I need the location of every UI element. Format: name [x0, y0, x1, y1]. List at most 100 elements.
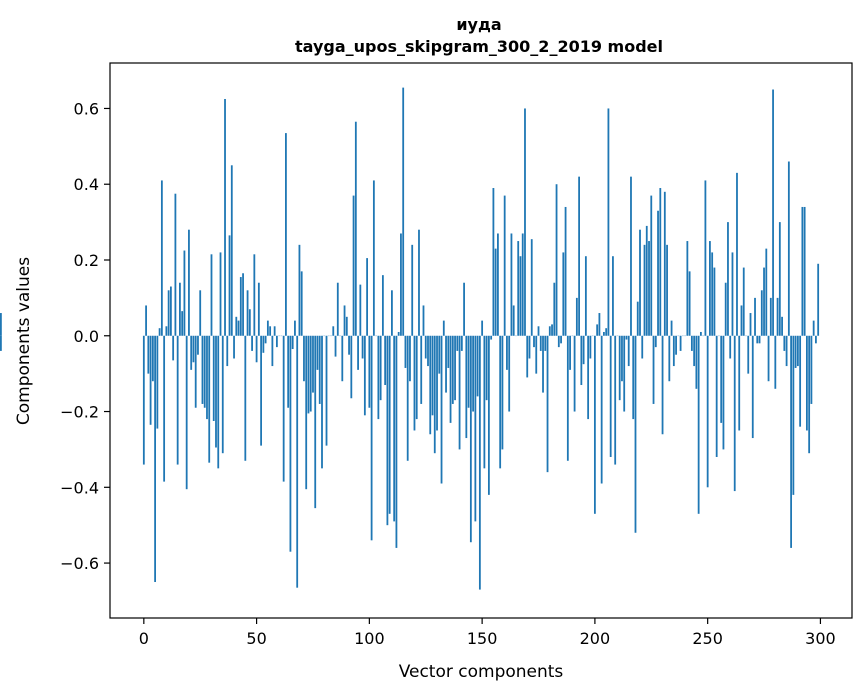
- bar-117: [406, 335, 409, 461]
- bar-233: [668, 335, 671, 382]
- bar-123: [420, 335, 423, 404]
- x-tick-label: 150: [467, 629, 498, 648]
- y-tick-label: −0.2: [60, 403, 99, 422]
- bar-116: [404, 335, 407, 368]
- bar-undefined: [0, 335, 2, 351]
- bar-127: [429, 335, 432, 435]
- bar-113: [397, 331, 400, 336]
- bar-161: [506, 335, 508, 370]
- bar-227: [654, 335, 657, 348]
- bar-89: [343, 305, 346, 336]
- bar-138: [454, 335, 456, 401]
- bar-145: [469, 335, 472, 543]
- bar-282: [778, 222, 781, 336]
- bar-297: [812, 320, 815, 336]
- bar-295: [808, 335, 811, 454]
- bar-36: [224, 98, 226, 336]
- bar-51: [257, 282, 260, 336]
- bar-130: [436, 335, 438, 431]
- bar-1: [145, 305, 147, 336]
- y-tick-label: 0.0: [74, 327, 99, 346]
- bar-220: [639, 229, 641, 336]
- bar-253: [713, 267, 716, 336]
- bar-45: [244, 335, 247, 461]
- bar-119: [411, 244, 414, 336]
- bar-90: [345, 316, 348, 336]
- bar-291: [799, 335, 802, 427]
- bar-196: [584, 256, 587, 336]
- x-tick-label: 100: [354, 629, 385, 648]
- bar-264: [738, 335, 741, 431]
- bar-29: [208, 335, 211, 463]
- bar-151: [483, 335, 486, 469]
- bar-268: [747, 335, 750, 374]
- bar-10: [165, 326, 168, 336]
- bar-180: [548, 326, 551, 336]
- bar-95: [357, 335, 359, 370]
- bar-164: [512, 305, 515, 336]
- bar-232: [666, 244, 668, 336]
- bar-19: [185, 335, 188, 490]
- bar-285: [785, 335, 788, 367]
- bar-174: [535, 335, 538, 374]
- bar-179: [546, 335, 549, 473]
- y-axis-ticks: −0.6 −0.4 −0.2 0.0 0.2 0.4 0.6: [60, 99, 110, 573]
- bar-273: [758, 335, 761, 344]
- bar-187: [564, 206, 567, 336]
- bar-208: [612, 256, 614, 336]
- bar-98: [363, 335, 366, 416]
- bar-225: [650, 195, 653, 336]
- bar-41: [235, 316, 238, 336]
- bar-78: [318, 335, 321, 404]
- bar-173: [533, 335, 535, 348]
- bar-250: [706, 335, 709, 488]
- bar-15: [176, 335, 179, 465]
- bar-176: [539, 335, 542, 351]
- y-tick-label: −0.4: [60, 478, 99, 497]
- bar-168: [521, 233, 524, 336]
- bar-84: [332, 326, 335, 336]
- bar-100: [368, 335, 371, 408]
- bar-270: [751, 335, 754, 439]
- bar-77: [316, 335, 319, 370]
- bar-283: [781, 316, 783, 336]
- bar-42: [237, 320, 240, 336]
- bar-238: [679, 335, 682, 351]
- y-tick-label: −0.6: [60, 554, 99, 573]
- bar-191: [573, 335, 576, 412]
- bar-131: [438, 335, 441, 374]
- chart-title: иуда: [456, 15, 501, 34]
- bar-228: [657, 210, 659, 336]
- bar-143: [465, 335, 468, 439]
- bar-series: [0, 87, 820, 590]
- bar-121: [415, 335, 418, 420]
- bar-94: [354, 121, 357, 336]
- bar-281: [776, 297, 779, 336]
- bar-202: [598, 313, 601, 336]
- bar-261: [731, 252, 734, 336]
- bar-207: [609, 335, 612, 457]
- bar-85: [334, 335, 337, 357]
- bar-9: [163, 335, 166, 482]
- bar-108: [386, 335, 389, 526]
- bar-224: [648, 241, 650, 336]
- bar-34: [219, 252, 222, 336]
- bar-47: [248, 309, 251, 336]
- bar-193: [578, 176, 580, 336]
- bar-194: [580, 335, 583, 386]
- bar-272: [756, 335, 759, 344]
- bar-211: [618, 335, 621, 401]
- bar-139: [456, 335, 459, 351]
- bar-76: [314, 335, 317, 509]
- bar-0: [142, 335, 145, 465]
- bar-269: [749, 313, 752, 336]
- bar-55: [266, 320, 269, 336]
- bar-142: [463, 282, 465, 336]
- bar-217: [632, 335, 635, 420]
- bar-148: [476, 335, 479, 397]
- bar-20: [188, 229, 190, 336]
- bar-70: [300, 271, 303, 336]
- bar-12: [169, 286, 172, 336]
- bar-159: [501, 335, 504, 450]
- bar-213: [623, 335, 626, 412]
